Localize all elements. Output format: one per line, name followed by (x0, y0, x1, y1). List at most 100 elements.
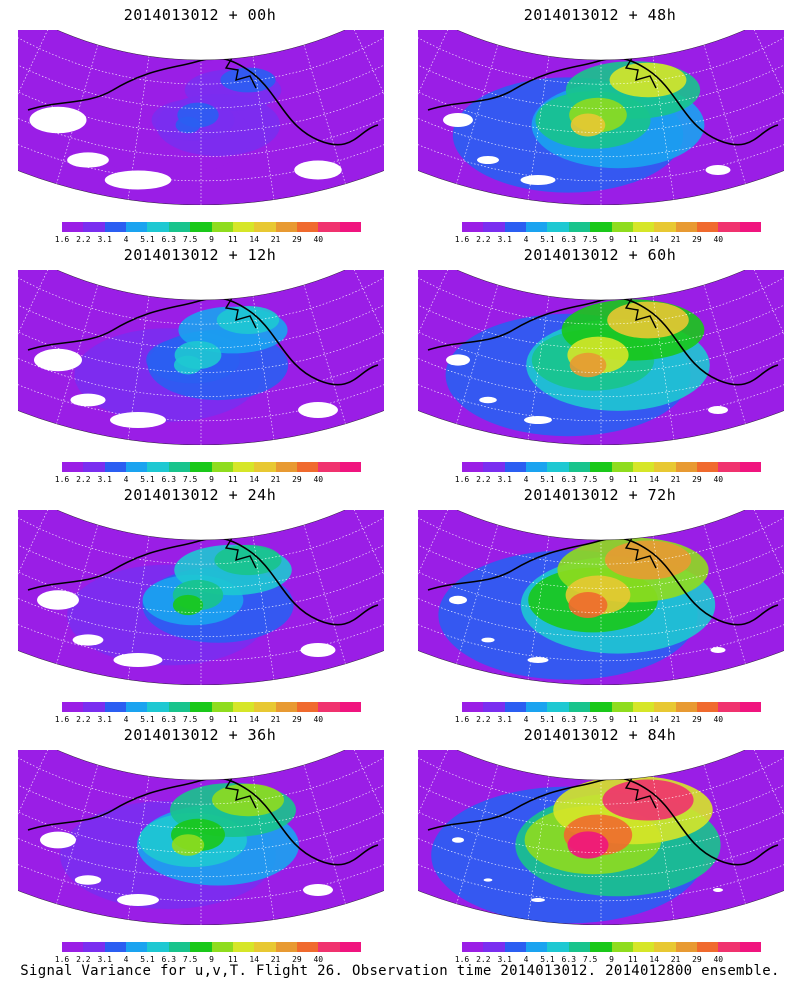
colorbar-labels: 1.6 2.2 3.1 4 5.1 6.3 7.5 9 11 14 21 29 40 (455, 715, 761, 725)
colorbar-swatch (568, 222, 591, 232)
figure-caption: Signal Variance for u,v,T. Flight 26. Ob… (20, 963, 780, 979)
colorbar-swatch (339, 462, 362, 472)
colorbar-swatch (611, 702, 633, 712)
colorbar-tick-label: 21 (670, 235, 681, 244)
colorbar-swatch (526, 462, 548, 472)
colorbar-tick-label: 1.6 (454, 955, 470, 964)
colorbar (462, 942, 762, 952)
colorbar-swatch (718, 462, 740, 472)
colorbar-swatch (547, 702, 569, 712)
colorbar-swatch (696, 702, 719, 712)
map-panel: 2014013012 + 72h 1.6 2.2 3.1 4 5.1 6.3 7.5 9 11 14… (400, 480, 800, 725)
colorbar-swatch (526, 222, 548, 232)
colorbar-swatch (739, 942, 762, 952)
colorbar-swatch (504, 942, 527, 952)
colorbar-tick-label: 5.1 (140, 955, 155, 964)
colorbar-swatch (611, 222, 633, 232)
colorbar-tick-label: 11 (628, 235, 638, 244)
colorbar-swatch (632, 222, 655, 232)
colorbar-swatch (654, 942, 676, 952)
colorbar-swatch (483, 942, 505, 952)
colorbar-tick-label: 5.1 (140, 715, 155, 724)
colorbar-swatch (483, 462, 505, 472)
colorbar-swatch (211, 462, 233, 472)
colorbar-swatch (568, 462, 591, 472)
colorbar-tick-label: 2.2 (476, 715, 491, 724)
colorbar-swatch (739, 702, 762, 712)
colorbar-swatch (168, 462, 191, 472)
colorbar-swatch (126, 942, 148, 952)
colorbar-swatch (190, 942, 212, 952)
colorbar-tick-label: 14 (249, 475, 260, 484)
colorbar-tick-label: 2.2 (76, 235, 91, 244)
map-panel: 2014013012 + 24h 1.6 2.2 3.1 4 5.1 6.3 7.5 9 11 14… (0, 480, 400, 725)
colorbar-tick-label: 40 (313, 235, 324, 244)
colorbar-tick-label: 14 (249, 235, 260, 244)
colorbar-swatch (190, 462, 212, 472)
colorbar-tick-label: 29 (292, 475, 302, 484)
colorbar-tick-label: 14 (649, 955, 660, 964)
colorbar (62, 222, 362, 232)
variance-map (418, 30, 784, 205)
colorbar-tick-label: 9 (209, 715, 214, 724)
colorbar-tick-label: 1.6 (54, 475, 70, 484)
colorbar-swatch (83, 702, 105, 712)
colorbar-tick-label: 9 (609, 955, 614, 964)
colorbar-swatch (296, 702, 319, 712)
colorbar-tick-label: 3.1 (497, 235, 512, 244)
colorbar-swatch (126, 222, 148, 232)
colorbar-swatch (190, 702, 212, 712)
colorbar-swatch (462, 462, 484, 472)
colorbar-swatch (611, 462, 633, 472)
colorbar-tick-label: 3.1 (97, 475, 112, 484)
colorbar-swatch (696, 942, 719, 952)
colorbar-tick-label: 11 (228, 475, 238, 484)
colorbar-tick-label: 40 (713, 235, 724, 244)
colorbar-swatch (504, 222, 527, 232)
colorbar-swatch (104, 702, 127, 712)
colorbar-tick-label: 4 (123, 955, 129, 964)
colorbar-swatch (590, 462, 612, 472)
colorbar-tick-label: 2.2 (476, 475, 491, 484)
variance-map (18, 270, 384, 445)
colorbar-swatch (339, 942, 362, 952)
colorbar-tick-label: 9 (609, 715, 614, 724)
colorbar-tick-label: 9 (209, 475, 214, 484)
panel-title: 2014013012 + 00h (123, 6, 277, 24)
colorbar-swatch (104, 942, 127, 952)
colorbar-swatch (526, 942, 548, 952)
colorbar-tick-label: 2.2 (476, 955, 491, 964)
colorbar-swatch (296, 222, 319, 232)
colorbar-swatch (104, 462, 127, 472)
colorbar-labels: 1.6 2.2 3.1 4 5.1 6.3 7.5 9 11 14 21 29 40 (55, 235, 361, 245)
colorbar-tick-label: 21 (670, 955, 681, 964)
colorbar-tick-label: 1.6 (54, 235, 70, 244)
colorbar-swatch (232, 702, 255, 712)
colorbar-tick-label: 6.3 (561, 475, 577, 484)
variance-map (418, 750, 784, 925)
colorbar-tick-label: 40 (313, 715, 324, 724)
colorbar-tick-label: 7.5 (582, 475, 598, 484)
map-panel: 2014013012 + 36h 1.6 2.2 3.1 4 5.1 6.3 7.5 9 11 14… (0, 720, 400, 965)
colorbar-tick-label: 5.1 (540, 955, 555, 964)
colorbar-tick-label: 11 (628, 955, 638, 964)
map-panel: 2014013012 + 84h 1.6 2.2 3.1 4 5.1 6.3 7.5 9 11 14… (400, 720, 800, 965)
colorbar-swatch (339, 702, 362, 712)
colorbar-tick-label: 7.5 (182, 715, 198, 724)
colorbar-swatch (504, 702, 527, 712)
colorbar-swatch (318, 702, 340, 712)
colorbar-tick-label: 9 (609, 235, 614, 244)
colorbar-swatch (190, 222, 212, 232)
colorbar (462, 702, 762, 712)
colorbar-swatch (296, 462, 319, 472)
colorbar-swatch (211, 942, 233, 952)
colorbar-tick-label: 1.6 (454, 715, 470, 724)
colorbar-tick-label: 3.1 (97, 955, 112, 964)
colorbar-labels: 1.6 2.2 3.1 4 5.1 6.3 7.5 9 11 14 21 29 40 (55, 715, 361, 725)
colorbar-swatch (296, 942, 319, 952)
colorbar-swatch (611, 942, 633, 952)
colorbar-swatch (718, 942, 740, 952)
colorbar-tick-label: 14 (249, 715, 260, 724)
colorbar-swatch (232, 462, 255, 472)
colorbar-swatch (483, 222, 505, 232)
